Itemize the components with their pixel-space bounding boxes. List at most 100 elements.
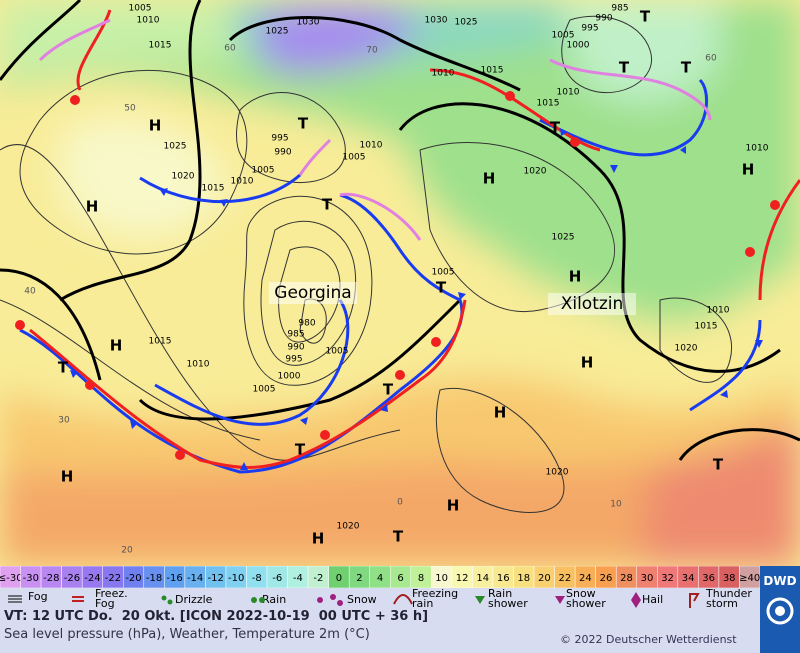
legend-label: Rain: [262, 593, 287, 606]
legend-label: Freez. Fog: [95, 587, 128, 610]
pressure-center: H: [483, 170, 496, 188]
legend-label: Thunder storm: [706, 587, 752, 610]
pressure-center: H: [447, 497, 460, 515]
pressure-center: T: [383, 381, 394, 399]
legend-icons: [8, 592, 700, 608]
grid-label: 0: [397, 498, 403, 508]
pressure-center: T: [298, 115, 309, 133]
isobar-label: 1025: [552, 233, 575, 243]
scale-label: -30: [23, 573, 39, 584]
scale-label: ≤-30: [0, 573, 23, 584]
name-box: [269, 282, 357, 304]
legend-label: Snow shower: [566, 587, 606, 610]
scale-label: -12: [208, 573, 224, 584]
scale-label: 28: [620, 573, 633, 584]
scale-label: 18: [517, 573, 530, 584]
isobar-label: 995: [271, 134, 288, 144]
pressure-center: T: [58, 359, 69, 377]
isobar-label: 1010: [137, 16, 160, 26]
isobar-label: 995: [581, 24, 598, 34]
scale-label: 22: [558, 573, 571, 584]
pressure-center: T: [713, 456, 724, 474]
isobar-label: 1015: [202, 184, 225, 194]
scale-label: -2: [313, 573, 323, 584]
isobar-label: 1010: [557, 88, 580, 98]
scale-label: 16: [497, 573, 510, 584]
isobar-label: 1010: [746, 144, 769, 154]
isobar-label: 1015: [481, 66, 504, 76]
pressure-center: T: [619, 59, 630, 77]
isobar-label: 1015: [149, 41, 172, 51]
scale-label: 12: [456, 573, 469, 584]
scale-label: 0: [336, 573, 342, 584]
scale-label: ≥40: [739, 573, 760, 584]
isobar-label: 1030: [425, 16, 448, 26]
scale-cell: [739, 566, 760, 588]
isobar-label: 1030: [297, 18, 320, 28]
legend-label: Freezing rain: [412, 587, 459, 610]
scale-label: -4: [293, 573, 303, 584]
scale-label: -6: [272, 573, 282, 584]
isobar-label: 980: [298, 319, 315, 329]
scale-label: -10: [228, 573, 244, 584]
temperature-scale: ≤-30 -30 -28 -26 -24 -22 -20 -18 -16 -14 -12 -10 -8-…: [0, 566, 760, 588]
isobar-label: 1020: [524, 167, 547, 177]
pressure-center: H: [494, 404, 507, 422]
isobar-label: 990: [595, 14, 612, 24]
isobar-label: 990: [274, 148, 291, 158]
grid-label: 50: [124, 104, 136, 114]
isobar-label: 1005: [552, 31, 575, 41]
pressure-center: H: [149, 117, 162, 135]
scale-label: 32: [661, 573, 674, 584]
pressure-center: T: [393, 528, 404, 546]
pressure-center: T: [436, 279, 447, 297]
scale-label: 24: [579, 573, 592, 584]
description: Sea level pressure (hPa), Weather, Tempe…: [4, 627, 370, 642]
isobar-label: 1000: [567, 41, 590, 51]
scale-label: -18: [146, 573, 162, 584]
pressure-center: T: [322, 196, 333, 214]
copyright: © 2022 Deutscher Wetterdienst: [560, 633, 737, 646]
scale-label: 2: [356, 573, 362, 584]
isobar-label: 1025: [266, 27, 289, 37]
scale-label: 38: [723, 573, 736, 584]
legend-fog: Fog: [28, 590, 48, 603]
scale-label: -20: [125, 573, 141, 584]
isobar-label: 1020: [546, 468, 569, 478]
isobar-label: 1015: [695, 322, 718, 332]
scale-label: -24: [84, 573, 100, 584]
scale-label: 20: [538, 573, 551, 584]
isobar-label: 1010: [231, 177, 254, 187]
pressure-center: T: [640, 8, 651, 26]
scale-label: 4: [377, 573, 383, 584]
isobar-label: 1005: [253, 385, 276, 395]
legend-label: Hail: [642, 593, 664, 606]
isobar-label: 1010: [707, 306, 730, 316]
isobar-label: 1010: [187, 360, 210, 370]
scale-label: 10: [435, 573, 448, 584]
dwd-logo: DWD: [760, 566, 800, 653]
isobar-label: 1010: [432, 69, 455, 79]
scale-label: -14: [187, 573, 203, 584]
logo-text: DWD: [763, 574, 797, 588]
grid-label: 40: [24, 287, 36, 297]
system-name: Georgina: [274, 283, 351, 303]
isobar-label: 990: [287, 343, 304, 353]
pressure-center: H: [312, 530, 325, 548]
isobar-label: 1005: [432, 268, 455, 278]
legend-label: Drizzle: [175, 593, 213, 606]
isobar-label: 1015: [149, 337, 172, 347]
grid-label: 20: [121, 546, 133, 556]
isobar-label: 995: [285, 355, 302, 365]
pressure-center: H: [569, 268, 582, 286]
pressure-center: T: [550, 119, 561, 137]
isobar-label: 1025: [164, 142, 187, 152]
isobar-label: 1015: [537, 99, 560, 109]
pressure-center: H: [110, 337, 123, 355]
scale-label: -16: [166, 573, 182, 584]
scale-label: -26: [64, 573, 80, 584]
legend-label: Rain shower: [488, 587, 528, 610]
isobar-label: 1005: [252, 166, 275, 176]
